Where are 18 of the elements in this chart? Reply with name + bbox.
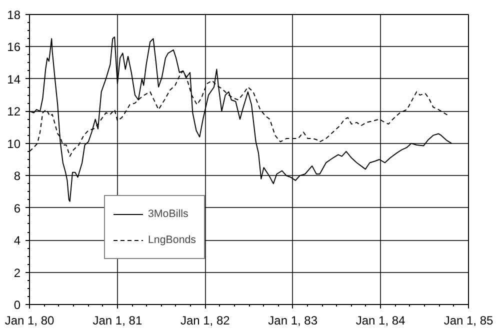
x-tick-label: Jan 1, 83 [268, 314, 318, 328]
y-tick-label: 4 [14, 234, 21, 248]
y-tick-label: 12 [7, 104, 21, 119]
y-tick-label: 6 [14, 201, 21, 216]
legend-label: LngBonds [148, 234, 196, 246]
x-tick-label: Jan 1, 80 [4, 314, 55, 328]
y-tick-label: 8 [14, 169, 21, 184]
x-tick-label: Jan 1, 81 [92, 314, 142, 328]
y-tick-label: 10 [7, 136, 21, 151]
legend-label: 3MoBills [148, 208, 188, 220]
x-tick-label: Jan 1, 84 [356, 314, 406, 328]
y-tick-label: 0 [14, 298, 21, 312]
x-tick-label: Jan 1, 85 [444, 314, 494, 328]
y-tick-label: 2 [14, 266, 21, 280]
x-tick-label: Jan 1, 82 [180, 314, 230, 328]
y-tick-label: 14 [7, 72, 21, 86]
y-tick-label: 16 [7, 40, 21, 54]
y-tick-label: 18 [7, 8, 21, 22]
